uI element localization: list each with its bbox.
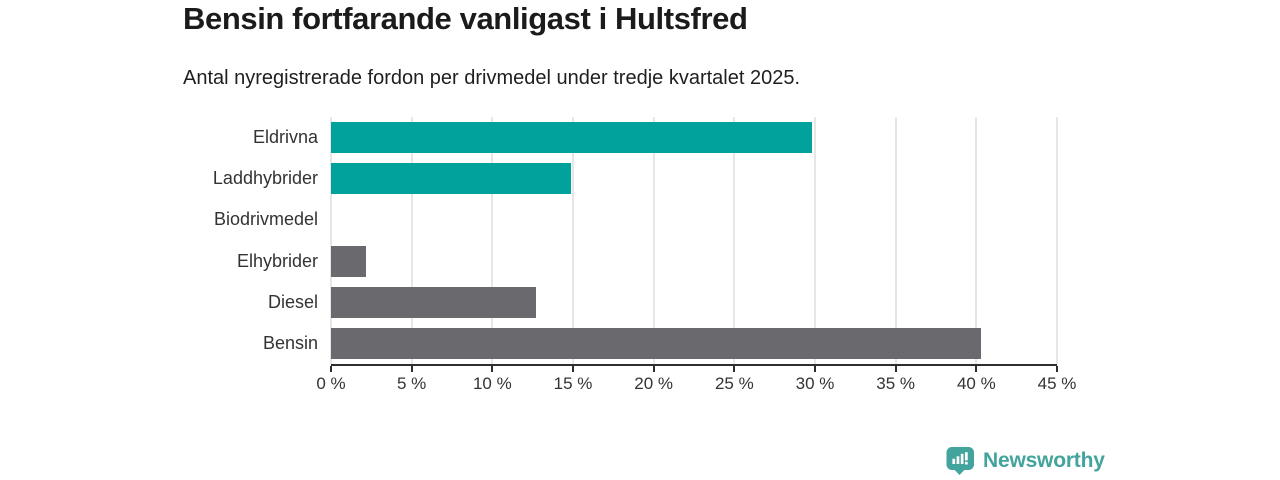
bar-diesel [331, 287, 536, 318]
category-label: Elhybrider [236, 251, 318, 271]
x-tick-label: 40 % [956, 374, 996, 393]
x-tick-label: 30 % [795, 374, 835, 393]
category-label: Eldrivna [252, 127, 318, 147]
category-label: Laddhybrider [212, 168, 318, 188]
gridline [572, 117, 574, 364]
x-tick-label: 25 % [714, 374, 754, 393]
x-tick-label: 10 % [472, 374, 512, 393]
gridline [652, 117, 655, 364]
x-axis-tick [733, 366, 736, 372]
x-tick-label: 0 % [316, 374, 346, 393]
x-tick-label: 35 % [876, 374, 916, 393]
newsworthy-logo: Newsworthy [946, 447, 1105, 475]
newsworthy-logo-text: Newsworthy [983, 449, 1105, 472]
category-label: Biodrivmedel [213, 209, 318, 229]
bar-eldrivna [331, 122, 812, 153]
x-axis-tick [975, 366, 978, 372]
gridline [733, 117, 736, 364]
gridline [814, 117, 816, 364]
chart-subtitle: Antal nyregistrerade fordon per drivmede… [183, 67, 801, 89]
bar-bensin [331, 328, 982, 359]
newsworthy-logo-icon [946, 447, 974, 475]
x-axis-tick [1056, 366, 1058, 372]
x-axis-tick [814, 366, 816, 372]
x-axis-tick [410, 366, 413, 372]
x-axis-tick [894, 366, 897, 372]
gridline [894, 117, 897, 364]
category-labels: Eldrivna Laddhybrider Biodrivmedel Elhybrid… [0, 117, 318, 364]
gridline [975, 117, 978, 364]
gridline [1056, 117, 1058, 364]
bar-laddhybrider [331, 163, 572, 194]
category-label: Bensin [262, 333, 318, 353]
x-axis-tick [572, 366, 574, 372]
x-axis-tick [652, 366, 655, 372]
bar-elhybrider [331, 246, 367, 277]
x-tick-label: 15 % [553, 374, 593, 393]
plot-area: 0 % 5 % 10 % 15 % 20 % 25 % 30 % 35 % 40 % 45 % [316, 117, 1076, 393]
gridline [330, 117, 332, 364]
chart-title: Bensin fortfarande vanligast i Hultsfred [183, 1, 748, 36]
gridline [491, 117, 494, 364]
x-tick-label: 20 % [634, 374, 674, 393]
x-axis-tick [330, 366, 332, 372]
category-label: Diesel [267, 292, 318, 312]
x-tick-label: 45 % [1037, 374, 1077, 393]
x-tick-label: 5 % [397, 374, 427, 393]
x-axis-tick [491, 366, 494, 372]
gridline [410, 117, 413, 364]
